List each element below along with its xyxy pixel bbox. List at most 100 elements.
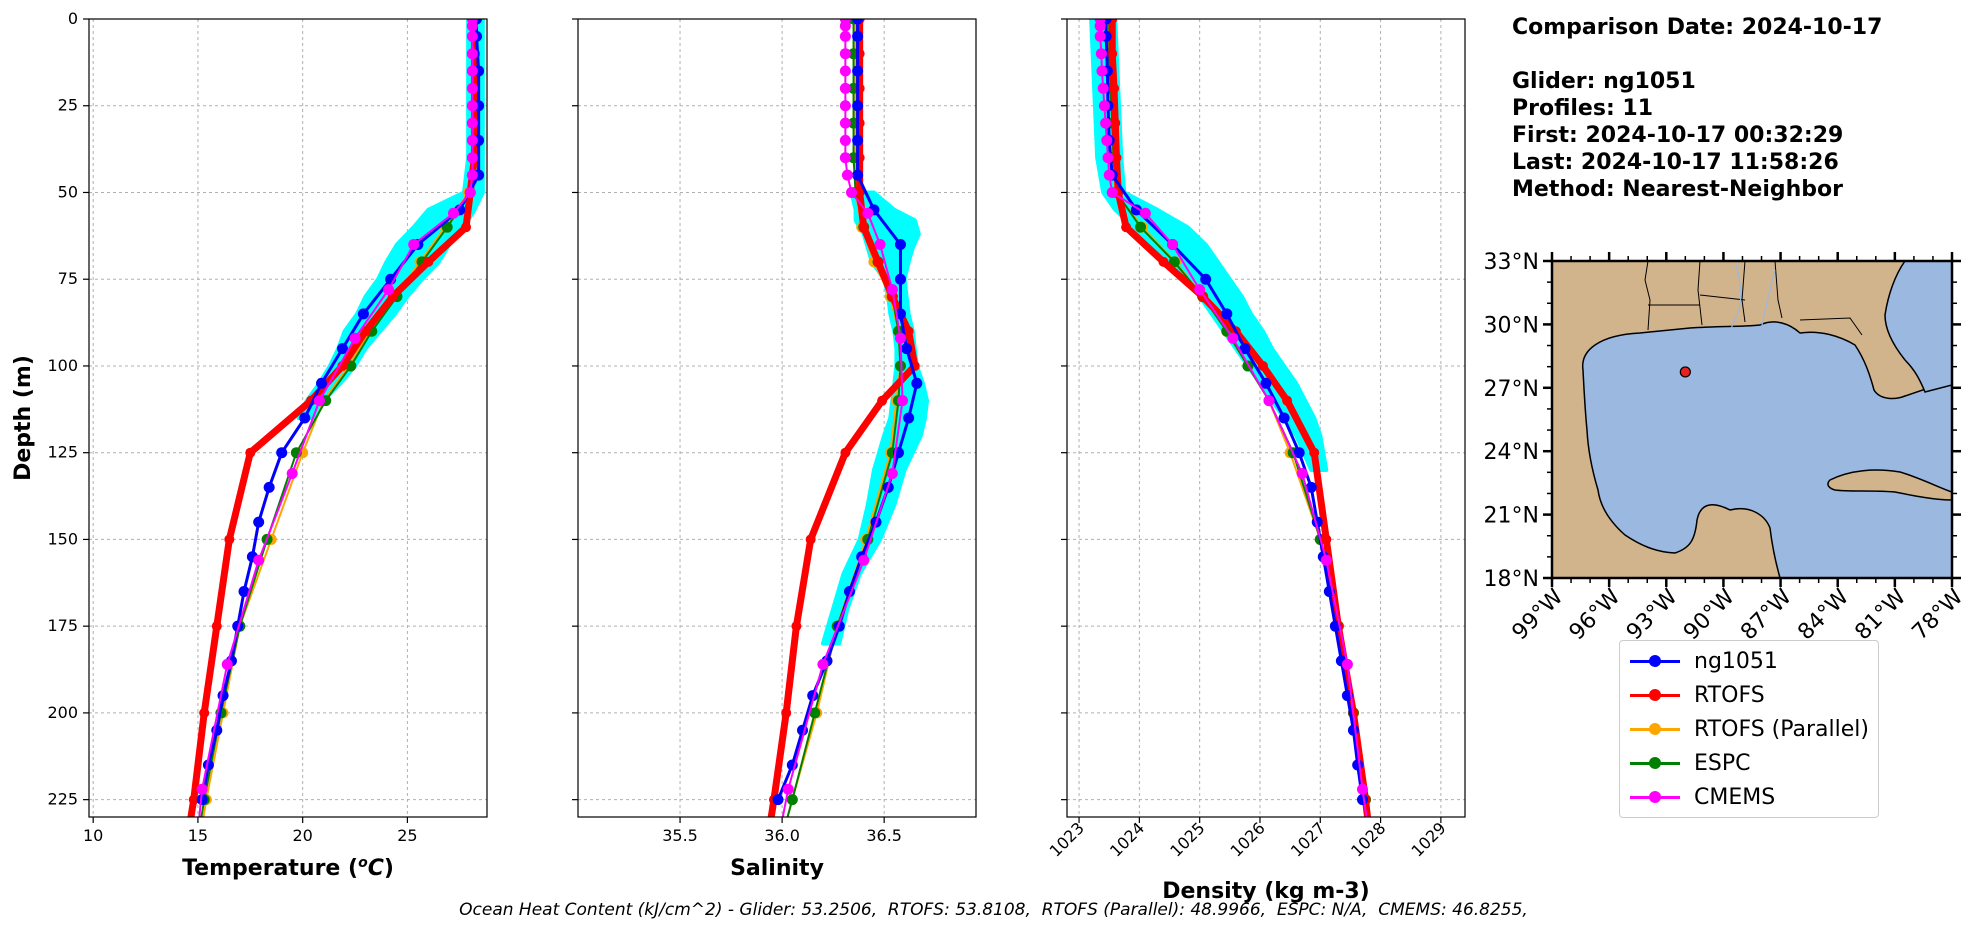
data-point: [897, 395, 909, 407]
x-tick-label: 25: [397, 826, 417, 845]
plot-area-temperature: [187, 19, 485, 817]
first-time: First: 2024-10-17 00:32:29: [1512, 123, 1844, 148]
lon-tick-label: 93°W: [1622, 584, 1683, 645]
data-point: [357, 308, 369, 320]
legend-label: RTOFS: [1694, 682, 1765, 708]
data-point: [1305, 481, 1317, 493]
legend-item-rtofs: RTOFS: [1630, 680, 1765, 710]
data-point: [852, 19, 864, 25]
panel-temperature: 10 15 20 25 0 25 50 75 100 125 150 175 200 225 Tempera…: [11, 9, 488, 881]
data-point: [841, 169, 853, 181]
data-point: [1107, 48, 1118, 59]
series-rtofs-parallel: [200, 19, 478, 817]
y-axis-label: Depth (m): [11, 355, 36, 481]
y-tick-label: 50: [58, 182, 78, 201]
series-cmems: [1094, 19, 1368, 817]
data-point: [238, 585, 250, 597]
y-tick-label: 200: [47, 703, 78, 722]
data-point: [911, 377, 923, 389]
data-point: [852, 169, 864, 181]
y-tick-label: 150: [47, 529, 78, 548]
data-point: [1094, 20, 1106, 32]
x-tick-label: 36.5: [866, 826, 902, 845]
data-point: [286, 468, 298, 480]
data-point: [188, 794, 199, 805]
lat-tick-label: 21°N: [1484, 504, 1539, 529]
series-line: [202, 19, 474, 817]
legend: ng1051 RTOFS RTOFS (Parallel) ESPC CMEMS: [1619, 640, 1879, 818]
data-point: [903, 412, 915, 424]
data-point: [1095, 48, 1107, 60]
axes-frame: [577, 18, 977, 818]
data-point: [1110, 118, 1121, 129]
river: [1761, 269, 1776, 326]
state-border: [1799, 317, 1863, 336]
data-point: [1158, 256, 1169, 267]
data-point: [854, 187, 865, 198]
data-point: [1309, 447, 1320, 458]
degree-superscript: o: [358, 855, 368, 871]
data-point: [1100, 117, 1112, 129]
lat-tick-label: 27°N: [1484, 377, 1539, 402]
map-content: [1552, 261, 1952, 578]
lon-tick-label: 78°W: [1908, 584, 1969, 645]
series-line: [781, 19, 904, 817]
method: Method: Nearest-Neighbor: [1512, 177, 1843, 202]
y-tick-label: 100: [47, 356, 78, 375]
axes-frame: [1066, 18, 1466, 818]
data-point: [1096, 65, 1108, 77]
legend-swatch: [1630, 652, 1680, 670]
state-border: [1644, 261, 1651, 331]
data-point: [772, 794, 784, 806]
series-line: [200, 19, 476, 817]
data-point: [1239, 343, 1251, 355]
lon-tick-label: 99°W: [1508, 584, 1569, 645]
x-axis-label: Salinity: [730, 856, 824, 881]
data-point: [196, 783, 208, 795]
data-point: [1135, 221, 1147, 233]
lat-tick-label: 18°N: [1484, 567, 1539, 592]
data-point: [253, 554, 265, 566]
data-point: [886, 468, 898, 480]
data-point: [839, 82, 851, 94]
data-point: [224, 534, 235, 545]
legend-swatch: [1630, 754, 1680, 772]
data-point: [852, 100, 864, 112]
data-point: [276, 447, 288, 459]
data-point: [466, 30, 478, 42]
data-point: [786, 794, 798, 806]
data-point: [1352, 759, 1364, 771]
series-line: [1108, 19, 1369, 817]
data-point: [466, 169, 478, 181]
data-point: [466, 117, 478, 129]
legend-swatch: [1630, 720, 1680, 738]
plot-area-density: [1089, 19, 1372, 817]
data-point: [461, 222, 472, 233]
legend-item-ng1051: ng1051: [1630, 646, 1778, 676]
data-point: [1097, 82, 1109, 94]
data-point: [894, 273, 906, 285]
series-ng1051: [196, 19, 485, 806]
data-point: [1109, 83, 1120, 94]
data-point: [466, 100, 478, 112]
lat-tick-label: 30°N: [1484, 313, 1539, 338]
data-point: [1260, 377, 1272, 389]
data-point: [839, 30, 851, 42]
data-point: [299, 412, 311, 424]
last-time: Last: 2024-10-17 11:58:26: [1512, 150, 1839, 175]
x-tick-label: 15: [188, 826, 208, 845]
state-border: [1774, 261, 1783, 319]
y-tick-label: 175: [47, 616, 78, 635]
data-point: [1227, 332, 1239, 344]
y-tick-label: 25: [58, 96, 78, 115]
series-line: [198, 19, 474, 817]
map-frame: [1550, 259, 1954, 580]
y-tick-label: 225: [47, 790, 78, 809]
river: [1728, 261, 1742, 343]
celsius-unit: C: [368, 856, 384, 881]
data-point: [466, 20, 478, 32]
data-point: [1257, 360, 1268, 371]
comparison-info: Comparison Date: 2024-10-17 Glider: ng10…: [1512, 14, 1882, 203]
data-point: [1094, 30, 1106, 42]
